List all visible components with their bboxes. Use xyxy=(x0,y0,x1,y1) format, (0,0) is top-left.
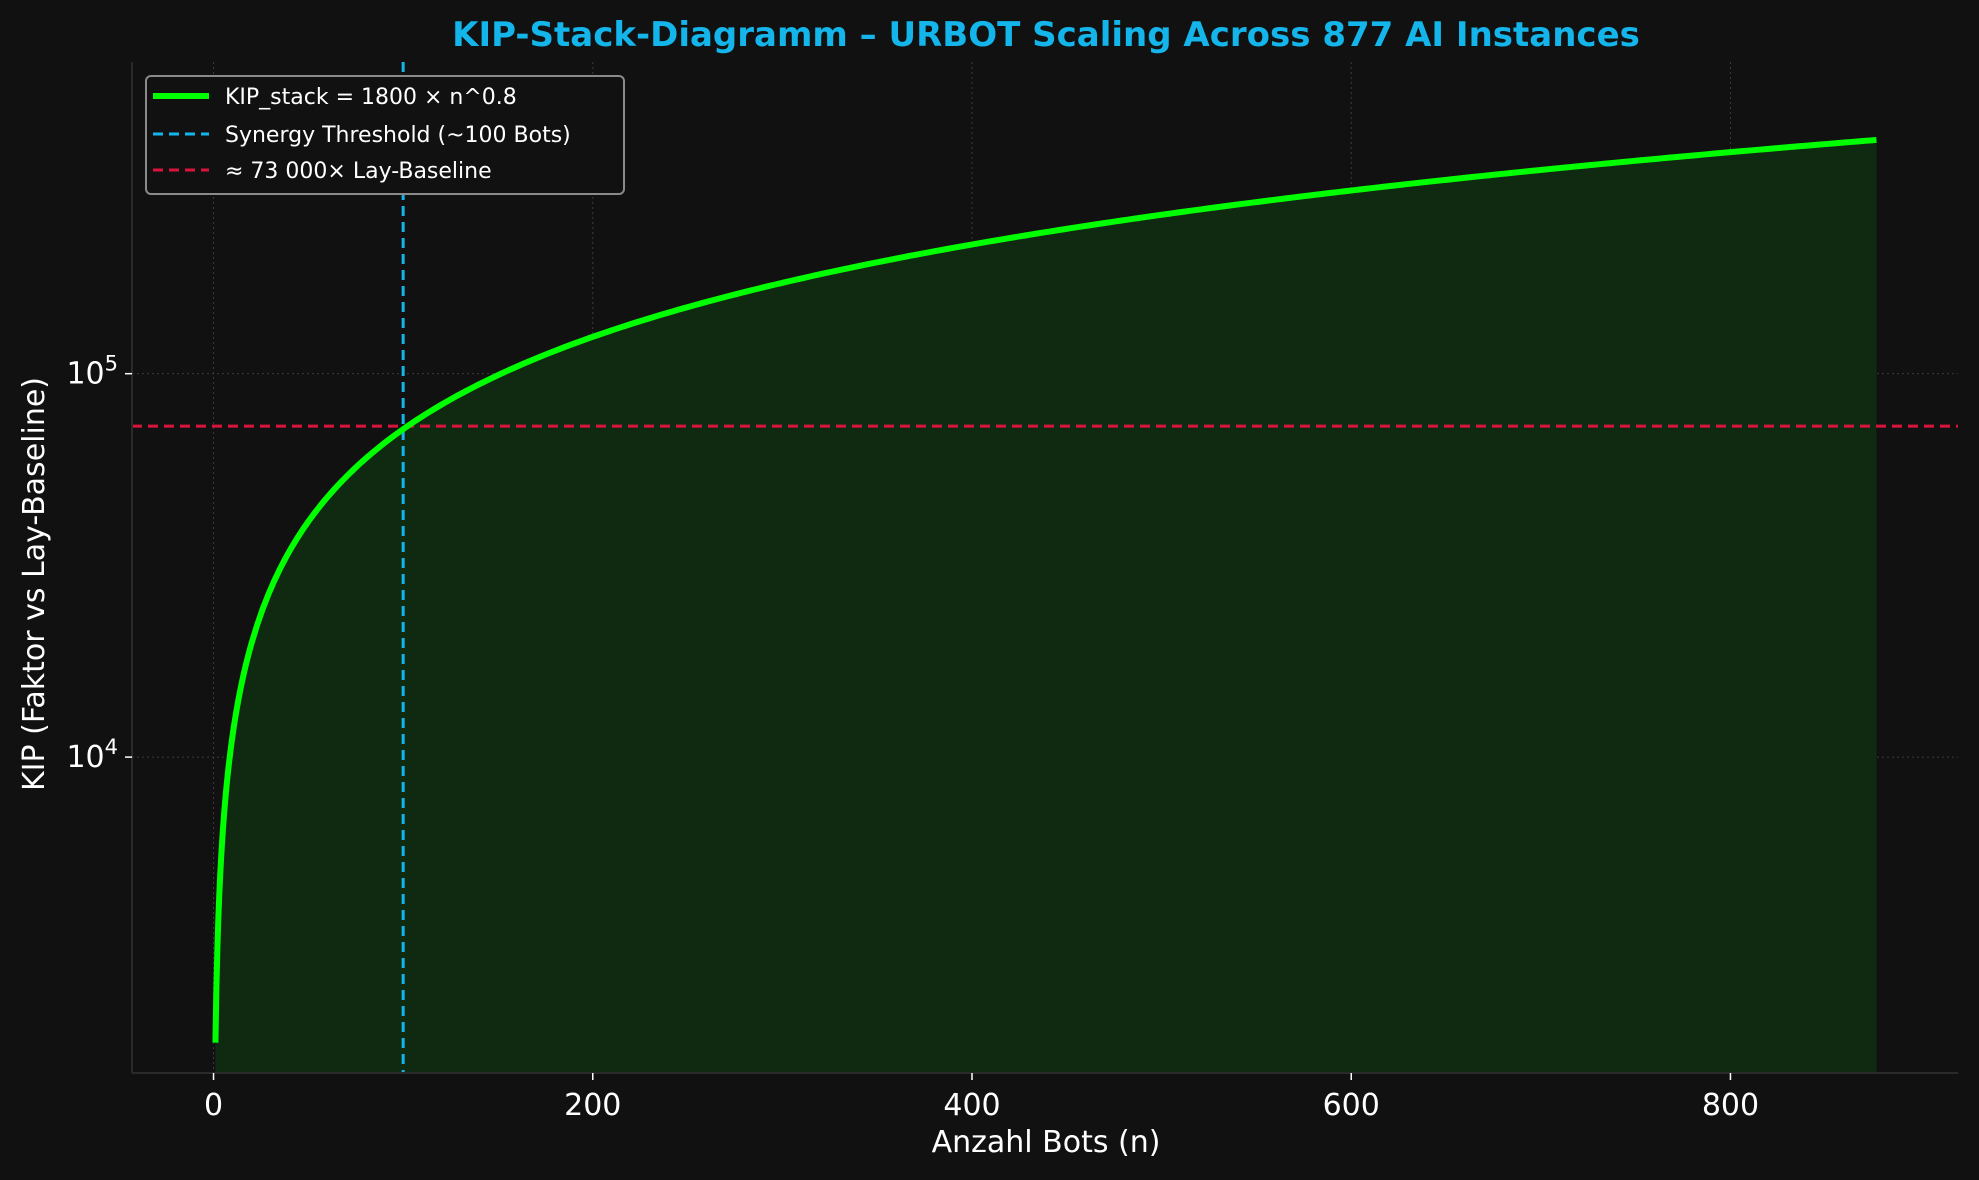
axes xyxy=(131,62,1958,1074)
x-axis-ticks: 0 200 400 600 800 xyxy=(204,1073,1759,1123)
area-fill xyxy=(215,139,1877,1073)
x-tick-label: 600 xyxy=(1323,1088,1380,1123)
y-tick-label: 105 xyxy=(66,352,118,392)
legend: KIP_stack = 1800 × n^0.8 Synergy Thresho… xyxy=(145,75,625,195)
legend-label-curve: KIP_stack = 1800 × n^0.8 xyxy=(225,85,517,110)
x-tick-label: 400 xyxy=(943,1088,1000,1123)
legend-box xyxy=(145,75,625,195)
x-tick-label: 800 xyxy=(1702,1088,1759,1123)
curve-layer xyxy=(212,136,1877,1043)
legend-label-vline: Synergy Threshold (~100 Bots) xyxy=(225,123,571,148)
y-axis-label: KIP (Faktor vs Lay-Baseline) xyxy=(17,377,52,791)
kip-stack-curve xyxy=(212,136,1877,1043)
y-axis-ticks: 104 105 xyxy=(66,352,132,775)
curve-area xyxy=(215,139,1877,1073)
x-tick-label: 200 xyxy=(564,1088,621,1123)
x-tick-label: 0 xyxy=(204,1088,223,1123)
legend-label-hline: ≈ 73 000× Lay-Baseline xyxy=(225,159,492,184)
chart-title: KIP-Stack-Diagramm – URBOT Scaling Acros… xyxy=(452,15,1640,55)
reference-lines xyxy=(132,62,1958,1073)
x-axis-label: Anzahl Bots (n) xyxy=(932,1125,1161,1160)
y-tick-label: 104 xyxy=(66,735,118,775)
